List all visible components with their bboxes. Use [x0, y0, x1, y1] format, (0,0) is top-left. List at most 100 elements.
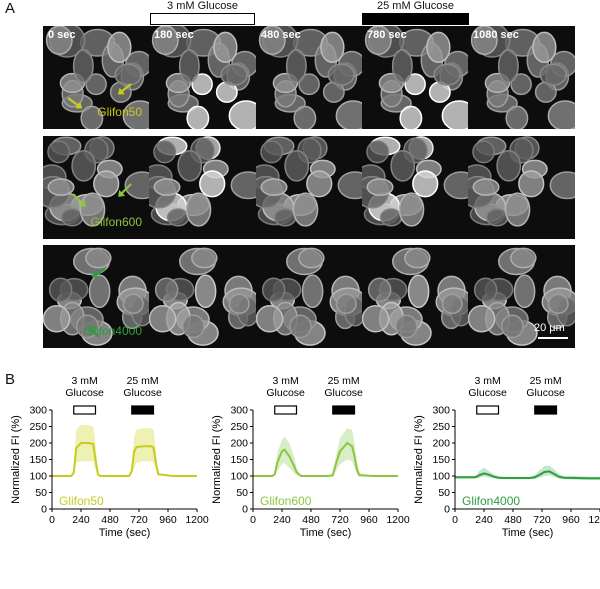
series-line: [455, 470, 600, 480]
micrograph-tile: 780 sec: [362, 26, 469, 129]
cell-shape: [151, 26, 179, 55]
x-tick-label: 0: [49, 514, 55, 526]
micrograph-tile: Glifon600: [43, 136, 150, 239]
cell-shape: [497, 49, 519, 84]
cell-shape: [230, 171, 256, 200]
x-tick-label: 960: [360, 514, 378, 526]
y-tick-label: 300: [29, 405, 47, 417]
x-tick-label: 480: [302, 514, 320, 526]
micrograph-tile: 1080 sec: [468, 26, 575, 129]
cell-shape: [513, 274, 536, 309]
panel-letter-b: B: [5, 371, 16, 388]
micrograph-tile: [362, 136, 469, 239]
cell-shape: [71, 149, 97, 182]
cell-shape: [398, 192, 425, 227]
micrograph-tile: [362, 245, 469, 348]
stimulus-label: Glucose: [123, 387, 162, 399]
panel-letter-a: A: [5, 0, 16, 17]
arrow-head: [88, 326, 96, 334]
x-tick-label: 1200: [386, 514, 410, 526]
stimulus-bar-25mm: [362, 13, 469, 25]
cell-shape: [407, 274, 430, 309]
y-tick-label: 50: [236, 487, 248, 499]
cell-shape: [549, 171, 575, 200]
timepoint-label: 780 sec: [367, 29, 407, 41]
cell-shape: [154, 277, 179, 303]
arrow-marker: [72, 193, 84, 205]
cell-shape: [289, 314, 312, 339]
cell-shape: [404, 73, 426, 96]
sem-band: [253, 428, 398, 476]
stimulus-label: 3 mM: [475, 375, 501, 387]
cell-shape: [443, 171, 469, 200]
cell-shape: [472, 140, 496, 164]
cell-shape: [85, 73, 107, 96]
cell-shape: [301, 274, 324, 309]
y-tick-label: 50: [438, 487, 450, 499]
stimulus-label-25mm: 25 mM Glucose: [376, 0, 455, 12]
stimulus-label: Glucose: [65, 387, 104, 399]
cell-shape: [441, 100, 469, 129]
cell-shape: [390, 149, 416, 182]
cell-shape: [149, 305, 177, 333]
micrograph-tile: [256, 245, 363, 348]
y-tick-label: 150: [230, 454, 248, 466]
cell-shape: [362, 305, 390, 333]
cell-shape: [395, 314, 418, 339]
micrograph-tile: 480 sec: [256, 26, 363, 129]
cell-shape: [518, 170, 545, 198]
cell-shape: [182, 314, 205, 339]
arrow-marker: [67, 97, 80, 107]
series-line: [52, 442, 197, 477]
x-tick-label: 240: [273, 514, 291, 526]
probe-label: Glifon50: [97, 105, 142, 119]
y-tick-label: 150: [29, 454, 47, 466]
cell-shape: [547, 293, 569, 315]
cell-shape: [153, 140, 177, 164]
cell-shape: [260, 178, 288, 196]
micrograph-tile: 0 sec Glifon50: [43, 26, 150, 129]
x-tick-label: 480: [504, 514, 522, 526]
cell-shape: [47, 178, 75, 196]
cell-shape: [306, 170, 333, 198]
x-tick-label: 1200: [588, 514, 600, 526]
cell-shape: [473, 277, 498, 303]
arrow-marker: [94, 268, 106, 276]
cell-shape: [335, 293, 357, 315]
stimulus-label-3mm: 3 mM Glucose: [167, 0, 238, 12]
cell-shape: [320, 31, 345, 63]
y-tick-label: 0: [242, 504, 248, 516]
cell-shape: [510, 247, 537, 269]
x-tick-label: 0: [452, 514, 458, 526]
cell-shape: [43, 305, 71, 333]
y-tick-label: 300: [230, 405, 248, 417]
scale-bar-label: 20 μm: [534, 322, 565, 334]
stimulus-bar-25mm: [534, 405, 558, 415]
y-tick-label: 0: [444, 504, 450, 516]
micrograph-tile: [256, 136, 363, 239]
cell-shape: [298, 247, 325, 269]
stimulus-label: Glucose: [526, 387, 565, 399]
x-tick-label: 720: [331, 514, 349, 526]
cell-shape: [293, 105, 317, 129]
timepoint-label: 1080 sec: [473, 29, 519, 41]
cell-shape: [532, 31, 557, 63]
y-tick-label: 200: [432, 438, 450, 450]
cell-shape: [547, 100, 575, 129]
y-axis-label: Normalized FI (%): [10, 415, 22, 504]
cell-shape: [186, 105, 210, 129]
cell-shape: [185, 192, 212, 227]
arrow-head: [118, 189, 126, 197]
cell-shape: [107, 31, 132, 63]
stimulus-label: 25 mM: [127, 375, 159, 387]
cell-shape: [327, 63, 355, 86]
cell-shape: [166, 208, 190, 227]
cell-shape: [191, 247, 218, 269]
micrograph-tile: [149, 245, 256, 348]
cell-shape: [153, 178, 181, 196]
cell-shape: [485, 208, 509, 227]
cell-shape: [367, 277, 392, 303]
series-label: Glifon4000: [462, 494, 520, 508]
cell-shape: [122, 293, 144, 315]
stimulus-bar-25mm: [332, 405, 356, 415]
